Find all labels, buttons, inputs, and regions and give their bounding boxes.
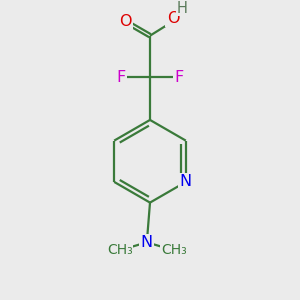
- Text: N: N: [141, 235, 153, 250]
- Text: F: F: [174, 70, 183, 85]
- Text: F: F: [117, 70, 126, 85]
- Text: CH₃: CH₃: [161, 243, 187, 257]
- Text: CH₃: CH₃: [107, 243, 133, 257]
- Text: H: H: [176, 1, 187, 16]
- Text: N: N: [180, 174, 192, 189]
- Text: O: O: [119, 14, 131, 29]
- Text: O: O: [167, 11, 179, 26]
